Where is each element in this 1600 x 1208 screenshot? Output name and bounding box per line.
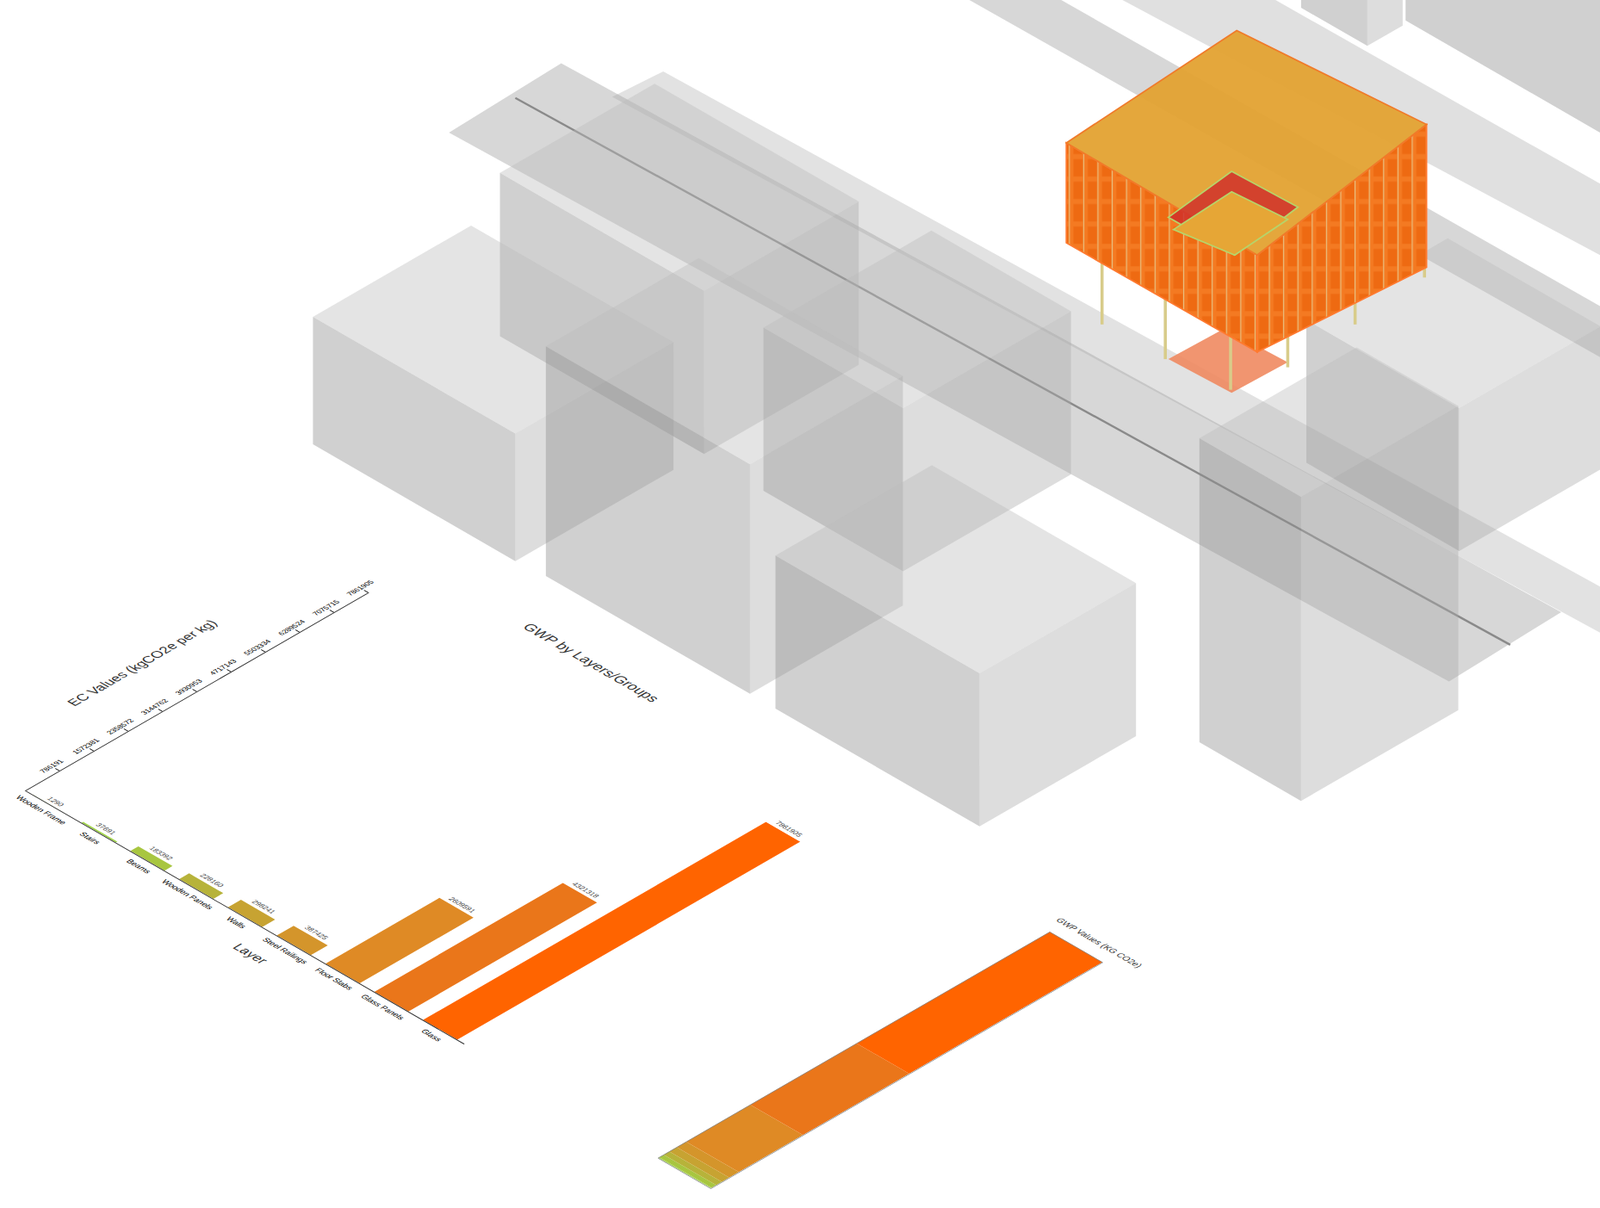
svg-text:Floor Slabs: Floor Slabs [312, 967, 355, 992]
svg-text:3144762: 3144762 [139, 698, 171, 717]
svg-text:Steel Railings: Steel Railings [260, 936, 311, 966]
svg-text:Walls: Walls [223, 916, 249, 931]
svg-text:6289524: 6289524 [276, 619, 308, 638]
svg-text:786191: 786191 [37, 758, 66, 775]
svg-text:Glass Panels: Glass Panels [358, 993, 407, 1022]
svg-text:4717143: 4717143 [207, 658, 239, 677]
svg-text:183392: 183392 [147, 845, 175, 862]
svg-text:4321318: 4321318 [570, 880, 602, 900]
svg-text:Wooden Panels: Wooden Panels [159, 878, 216, 912]
svg-text:37691: 37691 [93, 822, 118, 837]
svg-text:7075715: 7075715 [310, 599, 342, 618]
svg-text:2609591: 2609591 [446, 896, 478, 915]
svg-text:7861905: 7861905 [773, 820, 805, 839]
svg-text:1290: 1290 [44, 795, 66, 808]
svg-text:Beams: Beams [124, 857, 154, 875]
svg-text:5503334: 5503334 [241, 638, 273, 658]
svg-text:3930953: 3930953 [173, 678, 205, 697]
svg-text:Glass: Glass [418, 1028, 444, 1043]
svg-text:298241: 298241 [249, 899, 278, 915]
svg-text:Wooden Frame: Wooden Frame [13, 793, 69, 826]
svg-text:387425: 387425 [302, 924, 330, 941]
svg-text:Stairs: Stairs [77, 831, 103, 846]
svg-text:2358572: 2358572 [105, 718, 137, 737]
svg-text:1572381: 1572381 [70, 737, 102, 757]
svg-text:7861905: 7861905 [345, 579, 377, 598]
svg-text:228160: 228160 [198, 873, 226, 889]
